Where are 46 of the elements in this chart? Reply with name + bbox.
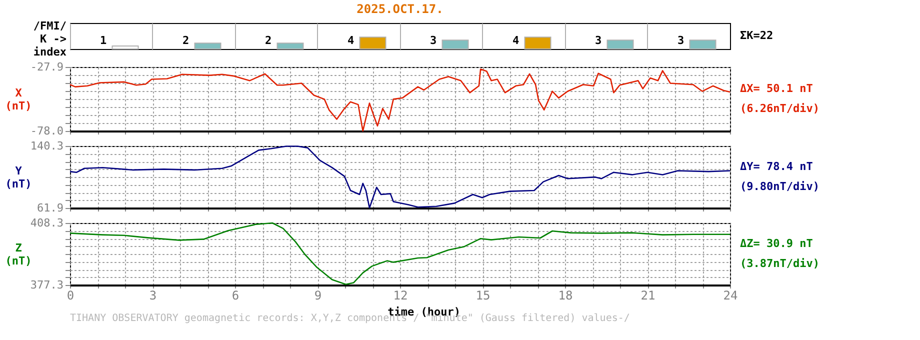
- y-axis-title: X (nT): [5, 86, 32, 112]
- text: ΔY= 78.4 nT: [740, 160, 814, 173]
- data-label: 1: [100, 34, 107, 47]
- bar: [276, 42, 304, 50]
- x-tick-label: 18: [558, 288, 573, 302]
- text: ΔX= 50.1 nT: [740, 82, 814, 95]
- y-tick-label: -78.0: [30, 124, 64, 138]
- y-tick-label: -27.9: [30, 60, 64, 74]
- y-tick-label: 408.3: [30, 216, 64, 230]
- x-tick-label: 6: [232, 288, 240, 302]
- x-tick-label: 3: [149, 288, 157, 302]
- bar: [112, 46, 139, 50]
- data-label: 3: [430, 34, 437, 47]
- text: (9.80nT/div): [740, 180, 820, 193]
- data-label: 4: [347, 34, 354, 47]
- data-label: 2: [264, 34, 272, 47]
- x-tick-label: 9: [314, 288, 322, 302]
- line-series: [69, 68, 731, 132]
- x-tick-label: 0: [66, 288, 74, 302]
- bar: [606, 40, 634, 50]
- bar: [524, 36, 552, 50]
- line-series: [69, 222, 731, 286]
- line-series: [69, 146, 731, 209]
- x-tick-label: 24: [723, 288, 738, 302]
- data-label: 2: [182, 34, 190, 47]
- x-tick-label: 12: [393, 288, 408, 302]
- data-label: 3: [677, 34, 684, 47]
- text: (3.87nT/div): [740, 257, 820, 270]
- data-label: 3: [594, 34, 602, 47]
- y-axis-title: Z (nT): [5, 242, 32, 268]
- y-tick-label: 377.3: [30, 278, 64, 292]
- chart-title: 2025.OCT.17.: [356, 2, 444, 16]
- x-tick-label: 21: [640, 288, 656, 302]
- text: ΣK=22: [740, 29, 774, 42]
- text: (6.26nT/div): [740, 102, 820, 115]
- y-axis-title: /FMI/ K -> index: [33, 20, 67, 58]
- x-tick-label: 15: [476, 288, 490, 302]
- data-label: 4: [512, 34, 520, 47]
- bar: [194, 42, 222, 50]
- bar: [442, 40, 469, 50]
- y-tick-label: 61.9: [37, 202, 64, 214]
- y-axis-title: Y (nT): [5, 164, 32, 190]
- bar: [359, 36, 386, 50]
- text: ΔZ= 30.9 nT: [740, 237, 814, 250]
- bar: [689, 40, 716, 50]
- y-tick-label: 140.3: [30, 140, 64, 152]
